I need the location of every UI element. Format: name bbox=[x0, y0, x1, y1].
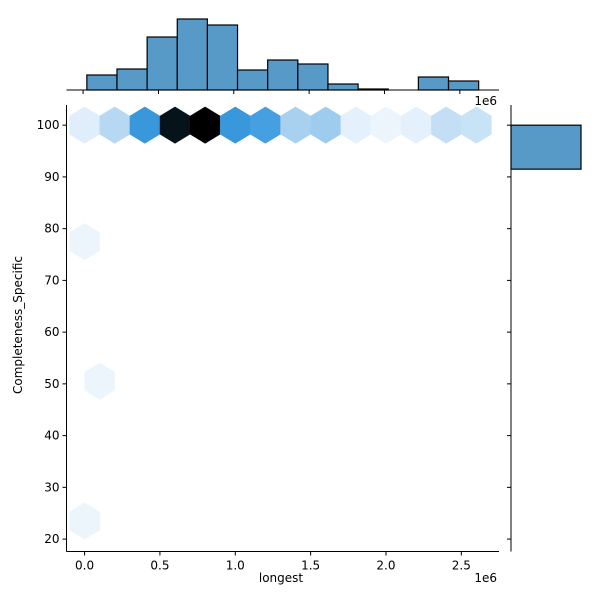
y-tick-label: 20 bbox=[44, 532, 59, 546]
y-tick-label: 50 bbox=[44, 377, 59, 391]
top-hist-bar bbox=[267, 59, 299, 91]
hexbin bbox=[280, 106, 311, 144]
hexbin bbox=[69, 223, 100, 261]
x-axis-label: longest bbox=[259, 571, 304, 585]
y-tick-label: 30 bbox=[44, 480, 59, 494]
right-hist-bar bbox=[510, 124, 582, 170]
y-tick-label: 40 bbox=[44, 429, 59, 443]
top-hist-bar bbox=[417, 76, 450, 91]
top-marginal-histogram bbox=[66, 18, 499, 94]
hexbin bbox=[220, 106, 251, 144]
x-tick-label: 2.0 bbox=[376, 559, 395, 573]
top-hist-bar bbox=[206, 24, 239, 91]
top-hist-bar bbox=[146, 36, 178, 91]
top-hist-bar bbox=[297, 63, 329, 91]
hexbin bbox=[129, 106, 161, 144]
hexbin bbox=[84, 362, 115, 400]
y-tick-label: 90 bbox=[44, 170, 59, 184]
hexbin bbox=[69, 106, 100, 144]
x-tick-label: 1.0 bbox=[226, 559, 245, 573]
top-hist-bar bbox=[116, 68, 148, 91]
top-hist-bar bbox=[327, 83, 359, 91]
axes: 0.0 0.5 1.0 1.5 2.0 2.5 20 30 40 50 60 70 80 90 100 bbox=[37, 105, 499, 573]
x-tick-label: 0.5 bbox=[150, 559, 169, 573]
y-axis-label: Completeness_Specific bbox=[11, 256, 25, 394]
y-tick-label: 100 bbox=[37, 118, 60, 132]
hexbin bbox=[431, 106, 462, 144]
hexbin bbox=[189, 106, 221, 144]
hexbin bbox=[461, 106, 492, 144]
hexbin bbox=[250, 106, 281, 144]
hexbin-layer bbox=[69, 106, 492, 540]
top-hist-bar bbox=[86, 74, 118, 91]
x-tick-label: 0.0 bbox=[75, 559, 94, 573]
hexbin bbox=[310, 106, 341, 144]
hexbin bbox=[370, 106, 402, 144]
y-tick-label: 80 bbox=[44, 222, 59, 236]
top-hist-bar bbox=[176, 18, 209, 91]
hexbin bbox=[69, 502, 100, 540]
hexbin bbox=[400, 106, 432, 144]
hexbin bbox=[99, 106, 130, 144]
x-tick-label: 1.5 bbox=[301, 559, 320, 573]
top-hist-bar bbox=[236, 69, 269, 91]
top-offset-label: 1e6 bbox=[474, 94, 497, 108]
right-marginal-histogram bbox=[507, 105, 582, 552]
x-tick-label: 2.5 bbox=[452, 559, 471, 573]
hexbin bbox=[340, 106, 372, 144]
hexbin bbox=[159, 106, 191, 144]
y-tick-label: 70 bbox=[44, 273, 59, 287]
y-tick-label: 60 bbox=[44, 325, 59, 339]
x-offset-label: 1e6 bbox=[474, 571, 497, 585]
top-hist-bar bbox=[447, 80, 480, 91]
